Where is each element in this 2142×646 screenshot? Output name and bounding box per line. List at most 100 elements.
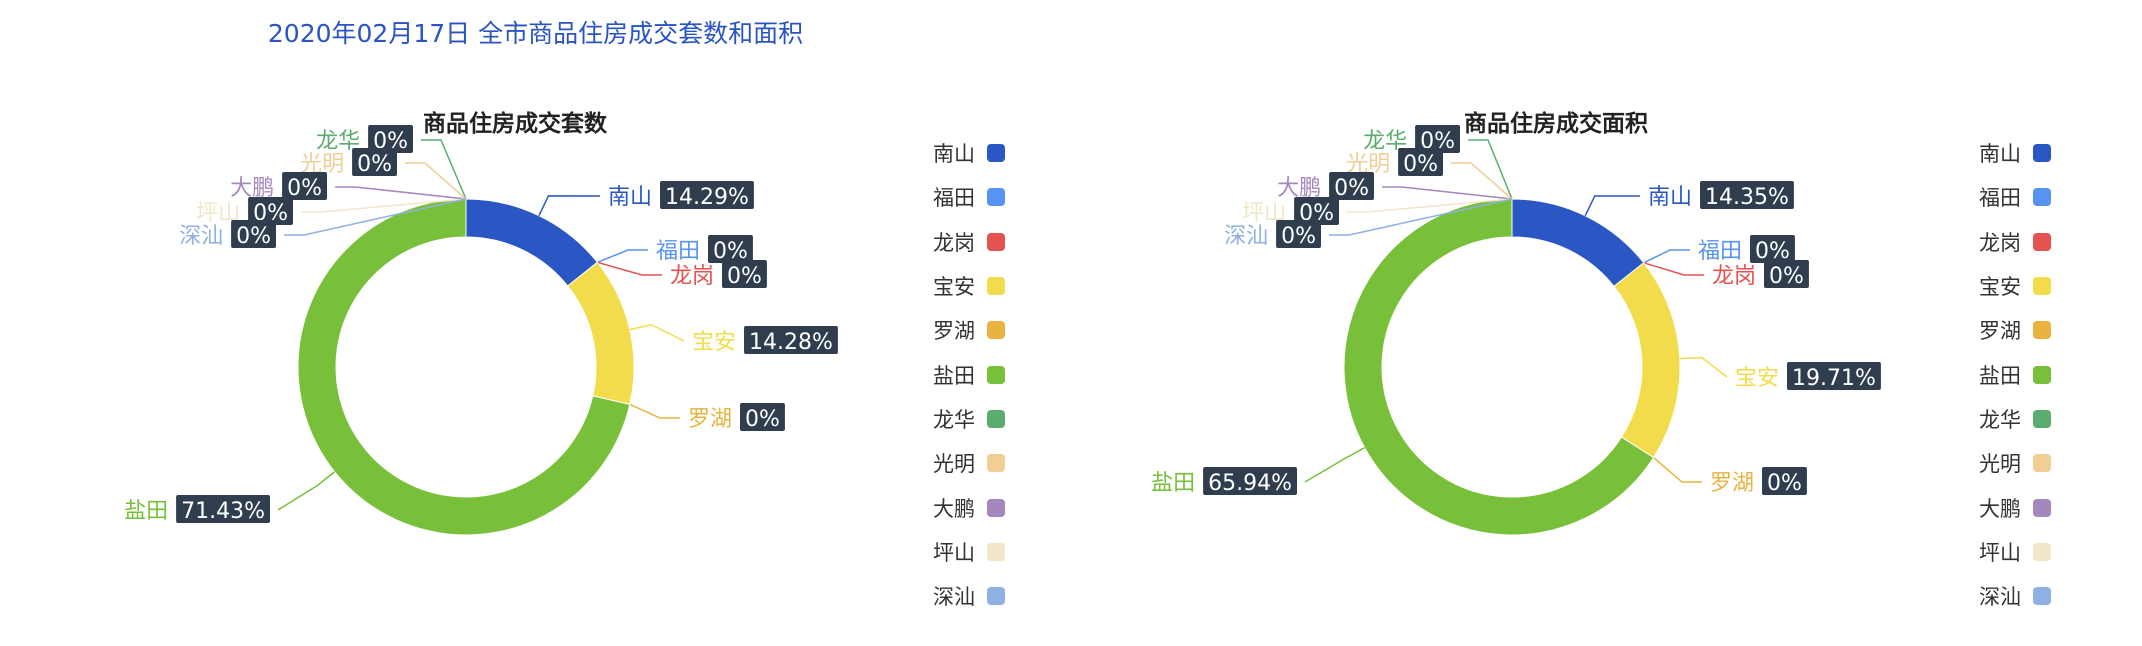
legend-item-罗湖[interactable]: 罗湖 xyxy=(1926,308,2051,352)
legend-item-南山[interactable]: 南山 xyxy=(1926,131,2051,175)
percent-label: 0% xyxy=(1281,224,1316,249)
percent-label: 0% xyxy=(1755,239,1790,264)
slice-name-label: 南山 xyxy=(608,185,652,210)
percent-badge xyxy=(1764,260,1809,288)
legend-swatch xyxy=(2033,409,2051,428)
slice-name-label: 罗湖 xyxy=(1710,471,1754,496)
legend-swatch xyxy=(987,454,1005,473)
legend-label: 福田 xyxy=(933,186,975,211)
legend-item-深汕[interactable]: 深汕 xyxy=(880,574,1005,618)
slice-label-大鹏: 大鹏 0% xyxy=(230,172,327,201)
percent-badge xyxy=(1787,362,1881,390)
legend-label: 坪山 xyxy=(1979,540,2021,565)
legend-item-盐田[interactable]: 盐田 xyxy=(880,352,1005,396)
legend-item-大鹏[interactable]: 大鹏 xyxy=(880,485,1005,529)
legend-item-坪山[interactable]: 坪山 xyxy=(880,530,1005,574)
slice-name-label: 罗湖 xyxy=(688,407,732,432)
legend-swatch xyxy=(2033,498,2051,517)
legend-item-光明[interactable]: 光明 xyxy=(1926,441,2051,485)
legend-item-宝安[interactable]: 宝安 xyxy=(880,264,1005,308)
percent-badge xyxy=(368,125,413,153)
legend-item-龙岗[interactable]: 龙岗 xyxy=(880,220,1005,264)
leader-line-龙华 xyxy=(421,139,467,200)
slice-label-深汕: 深汕 0% xyxy=(1224,220,1321,249)
slice-宝安[interactable] xyxy=(1613,262,1681,459)
legend-swatch xyxy=(2033,542,2051,561)
legend-item-大鹏[interactable]: 大鹏 xyxy=(1926,485,2051,529)
legend-item-龙华[interactable]: 龙华 xyxy=(880,397,1005,441)
legend-item-罗湖[interactable]: 罗湖 xyxy=(880,308,1005,352)
legend-item-坪山[interactable]: 坪山 xyxy=(1926,530,2051,574)
slice-name-label: 宝安 xyxy=(692,330,736,355)
percent-label: 0% xyxy=(357,152,392,177)
slice-label-福田: 福田 0% xyxy=(656,235,753,264)
legend-label: 南山 xyxy=(933,142,975,167)
percent-label: 14.35% xyxy=(1705,185,1789,210)
percent-badge xyxy=(1294,197,1339,225)
slice-label-宝安: 宝安 14.28% xyxy=(692,326,838,355)
legend-item-宝安[interactable]: 宝安 xyxy=(1926,264,2051,308)
percent-badge xyxy=(1762,467,1807,495)
legend-swatch xyxy=(2033,365,2051,384)
slice-label-福田: 福田 0% xyxy=(1698,235,1795,264)
legend-label: 盐田 xyxy=(1979,363,2021,388)
legend-label: 龙岗 xyxy=(1979,230,2021,255)
legend-item-福田[interactable]: 福田 xyxy=(1926,175,2051,219)
chart-panel-units: 商品住房成交套数 南山 14.29% 福田 0% 龙岗 0% 宝安 14.28% 罗湖 0% 盐田 7… xyxy=(124,111,1005,618)
legend-label: 宝安 xyxy=(933,275,975,300)
leader-line-宝安 xyxy=(1679,356,1728,378)
leader-line-深汕 xyxy=(284,198,467,236)
leader-line-宝安 xyxy=(629,323,685,342)
leader-line-坪山 xyxy=(1347,198,1513,213)
legend-swatch xyxy=(987,232,1005,251)
slice-label-罗湖: 罗湖 0% xyxy=(1710,467,1807,496)
slice-name-label: 大鹏 xyxy=(230,176,274,201)
legend-swatch xyxy=(2033,144,2051,163)
slice-南山[interactable] xyxy=(1511,198,1645,288)
slice-label-宝安: 宝安 19.71% xyxy=(1735,362,1881,391)
slice-label-龙岗: 龙岗 0% xyxy=(1712,260,1809,289)
percent-badge xyxy=(282,172,327,200)
legend-item-深汕[interactable]: 深汕 xyxy=(1926,574,2051,618)
legend-label: 福田 xyxy=(1979,186,2021,211)
percent-badge xyxy=(1415,125,1460,153)
percent-label: 0% xyxy=(1767,471,1802,496)
percent-badge xyxy=(248,197,293,225)
legend-label: 大鹏 xyxy=(933,496,975,521)
legend-item-龙岗[interactable]: 龙岗 xyxy=(1926,220,2051,264)
legend-label: 光明 xyxy=(933,452,975,477)
legend-swatch xyxy=(987,321,1005,340)
leader-line-龙华 xyxy=(1468,139,1513,200)
slice-label-龙岗: 龙岗 0% xyxy=(670,260,767,289)
leader-line-光明 xyxy=(1451,162,1513,200)
percent-label: 14.28% xyxy=(749,330,833,355)
slice-name-label: 深汕 xyxy=(179,224,223,249)
slice-label-深汕: 深汕 0% xyxy=(179,220,276,249)
percent-badge xyxy=(740,403,785,431)
legend-item-南山[interactable]: 南山 xyxy=(880,131,1005,175)
leader-line-罗湖 xyxy=(1653,456,1702,483)
page-title: 2020年02月17日 全市商品住房成交套数和面积 xyxy=(267,19,804,48)
slice-南山[interactable] xyxy=(465,198,599,287)
legend-swatch xyxy=(987,277,1005,296)
leader-line-南山 xyxy=(1584,195,1641,217)
legend-swatch xyxy=(987,587,1005,606)
legend-item-盐田[interactable]: 盐田 xyxy=(1926,352,2051,396)
legend-units: 南山福田龙岗宝安罗湖 盐田 龙华光明大鹏坪山 深汕 xyxy=(880,131,1005,618)
slice-label-大鹏: 大鹏 0% xyxy=(1277,172,1374,201)
legend-item-福田[interactable]: 福田 xyxy=(880,175,1005,219)
slice-name-label: 龙岗 xyxy=(1712,264,1756,289)
legend-swatch xyxy=(987,498,1005,517)
leader-line-龙岗 xyxy=(597,261,662,276)
chart-title-units: 商品住房成交套数 xyxy=(423,111,607,137)
percent-badge xyxy=(708,235,753,263)
legend-item-龙华[interactable]: 龙华 xyxy=(1926,397,2051,441)
legend-swatch xyxy=(2033,188,2051,207)
percent-label: 0% xyxy=(727,264,762,289)
leader-line-坪山 xyxy=(301,198,467,213)
slice-name-label: 盐田 xyxy=(124,499,168,524)
legend-swatch xyxy=(987,542,1005,561)
slice-宝安[interactable] xyxy=(566,261,635,405)
legend-area: 南山福田龙岗宝安 罗湖盐田龙华 光明 大鹏坪山深汕 xyxy=(1926,131,2051,618)
legend-item-光明[interactable]: 光明 xyxy=(880,441,1005,485)
